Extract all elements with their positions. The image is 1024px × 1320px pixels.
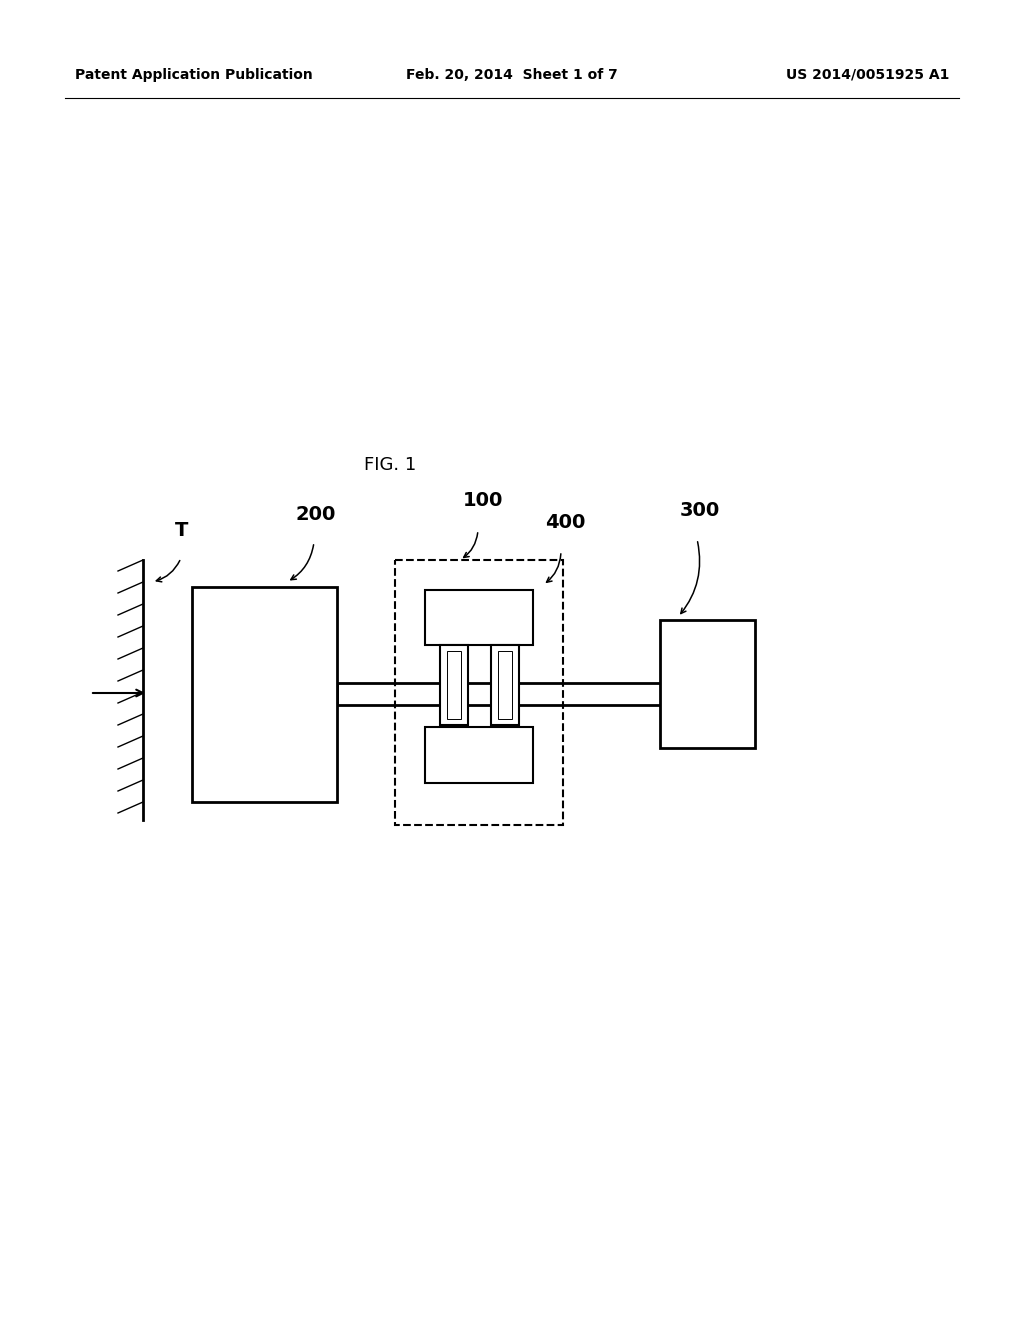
Bar [193, 587, 337, 803]
Bar [425, 727, 534, 783]
Text: 200: 200 [296, 506, 336, 524]
Bar [425, 590, 534, 645]
Bar [498, 651, 512, 719]
Text: Feb. 20, 2014  Sheet 1 of 7: Feb. 20, 2014 Sheet 1 of 7 [407, 69, 617, 82]
Text: Patent Application Publication: Patent Application Publication [75, 69, 312, 82]
Bar [337, 682, 728, 705]
Bar [490, 645, 519, 725]
Text: T: T [175, 521, 188, 540]
Text: 300: 300 [680, 502, 720, 520]
Text: 100: 100 [463, 491, 503, 510]
Text: FIG. 1: FIG. 1 [364, 455, 416, 474]
Bar [447, 651, 461, 719]
Bar [395, 560, 563, 825]
Bar [660, 620, 755, 748]
Text: 400: 400 [545, 513, 585, 532]
Text: US 2014/0051925 A1: US 2014/0051925 A1 [785, 69, 949, 82]
Bar [440, 645, 468, 725]
